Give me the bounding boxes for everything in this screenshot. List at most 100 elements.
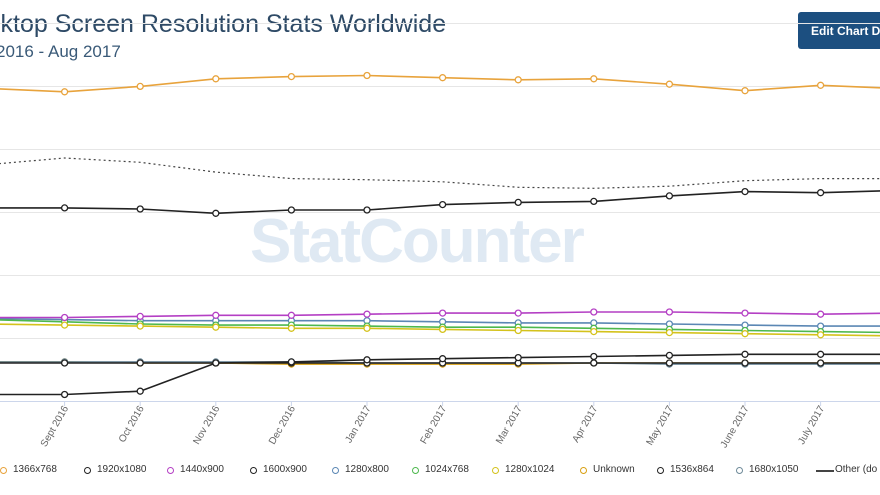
data-point[interactable] xyxy=(438,355,447,363)
data-point[interactable] xyxy=(212,359,220,367)
x-tick-label: May 2017 xyxy=(645,404,677,448)
data-point[interactable] xyxy=(136,312,144,321)
data-point[interactable] xyxy=(136,205,144,213)
data-point[interactable] xyxy=(363,324,371,332)
data-point[interactable] xyxy=(665,328,674,337)
data-point[interactable] xyxy=(60,88,69,96)
data-point[interactable] xyxy=(363,310,371,318)
statcounter-watermark: StatCounter xyxy=(250,207,585,276)
legend-item[interactable]: 1536x864 xyxy=(655,464,714,475)
data-point[interactable] xyxy=(438,325,447,334)
data-point[interactable] xyxy=(590,352,598,361)
data-point[interactable] xyxy=(60,359,69,367)
data-point[interactable] xyxy=(438,309,447,317)
data-point[interactable] xyxy=(741,350,749,358)
legend-swatch xyxy=(248,465,258,475)
data-point[interactable] xyxy=(665,351,674,360)
data-point[interactable] xyxy=(741,187,749,196)
data-point[interactable] xyxy=(363,356,371,364)
data-point[interactable] xyxy=(741,309,749,317)
data-point[interactable] xyxy=(136,387,144,395)
data-point[interactable] xyxy=(287,206,296,214)
series-1440x900 xyxy=(0,308,880,322)
data-point[interactable] xyxy=(514,309,522,317)
x-tick-label: Jan 2017 xyxy=(343,404,373,446)
data-point[interactable] xyxy=(665,80,674,88)
legend-swatch xyxy=(655,465,665,475)
data-point[interactable] xyxy=(741,330,749,338)
data-point[interactable] xyxy=(287,311,296,319)
legend-swatch xyxy=(816,465,834,475)
data-point[interactable] xyxy=(514,353,522,362)
data-point[interactable] xyxy=(212,75,220,83)
data-point[interactable] xyxy=(212,323,220,331)
x-tick-label: Dec 2016 xyxy=(267,404,298,447)
legend-item[interactable]: 1920x1080 xyxy=(82,464,147,475)
data-point[interactable] xyxy=(816,359,825,367)
data-point[interactable] xyxy=(741,87,749,95)
data-point[interactable] xyxy=(438,74,447,82)
legend-label: 1280x800 xyxy=(345,464,389,475)
data-point[interactable] xyxy=(665,308,674,316)
legend-swatch xyxy=(0,465,8,475)
data-point[interactable] xyxy=(665,192,674,200)
data-point[interactable] xyxy=(60,390,69,399)
data-point[interactable] xyxy=(136,322,144,330)
x-tick-label: Sept 2016 xyxy=(39,404,72,449)
edit-chart-data-button[interactable]: Edit Chart D xyxy=(798,12,880,49)
data-point[interactable] xyxy=(60,313,69,322)
data-point[interactable] xyxy=(60,321,69,329)
data-point[interactable] xyxy=(60,204,69,212)
data-point[interactable] xyxy=(287,72,296,81)
data-point[interactable] xyxy=(212,311,220,319)
data-point[interactable] xyxy=(590,327,598,336)
legend-swatch xyxy=(82,465,92,475)
legend-item[interactable]: 1440x900 xyxy=(165,464,224,475)
legend-item[interactable]: Other (do xyxy=(816,464,877,475)
data-point[interactable] xyxy=(287,358,296,366)
data-point[interactable] xyxy=(514,326,522,335)
x-tick-label: Nov 2016 xyxy=(191,404,222,447)
legend-item[interactable]: 1680x1050 xyxy=(734,464,799,475)
data-point[interactable] xyxy=(363,206,371,214)
data-point[interactable] xyxy=(665,359,674,367)
legend-swatch xyxy=(410,465,420,475)
legend-label: Unknown xyxy=(593,464,635,475)
legend-label: 1440x900 xyxy=(180,464,224,475)
chart-legend: 1366x768 1920x1080 1440x900 1600x900 1280x80… xyxy=(0,464,880,480)
data-point[interactable] xyxy=(590,359,598,367)
data-point[interactable] xyxy=(590,75,598,83)
data-point[interactable] xyxy=(816,331,825,339)
legend-swatch xyxy=(330,465,340,475)
x-axis: Sept 2016 Oct 2016 Nov 2016 Dec 2016 Jan 201… xyxy=(39,401,827,450)
legend-item[interactable]: 1280x1024 xyxy=(490,464,555,475)
data-point[interactable] xyxy=(287,324,296,332)
legend-label: 1600x900 xyxy=(263,464,307,475)
data-point[interactable] xyxy=(816,350,825,358)
data-point[interactable] xyxy=(590,308,598,316)
data-point[interactable] xyxy=(514,198,522,207)
data-point[interactable] xyxy=(212,209,220,217)
data-point[interactable] xyxy=(136,359,144,367)
data-point[interactable] xyxy=(816,310,825,318)
legend-swatch xyxy=(490,465,500,475)
legend-item[interactable]: Unknown xyxy=(578,464,635,475)
series-1280x1024 xyxy=(0,321,880,339)
x-tick-label: Apr 2017 xyxy=(571,404,601,445)
legend-item[interactable]: 1600x900 xyxy=(248,464,307,475)
legend-item[interactable]: 1024x768 xyxy=(410,464,469,475)
legend-item[interactable]: 1366x768 xyxy=(0,464,57,475)
legend-label: 1536x864 xyxy=(670,464,714,475)
data-point[interactable] xyxy=(363,71,371,80)
x-tick-label: June 2017 xyxy=(719,404,752,450)
data-point[interactable] xyxy=(136,82,144,91)
data-point[interactable] xyxy=(438,200,447,209)
legend-item[interactable]: 1280x800 xyxy=(330,464,389,475)
data-point[interactable] xyxy=(590,197,598,206)
data-point[interactable] xyxy=(741,359,749,367)
data-point[interactable] xyxy=(816,189,825,197)
data-point[interactable] xyxy=(816,81,825,89)
legend-swatch xyxy=(578,465,588,475)
x-tick-label: Mar 2017 xyxy=(494,404,525,446)
data-point[interactable] xyxy=(514,76,522,84)
